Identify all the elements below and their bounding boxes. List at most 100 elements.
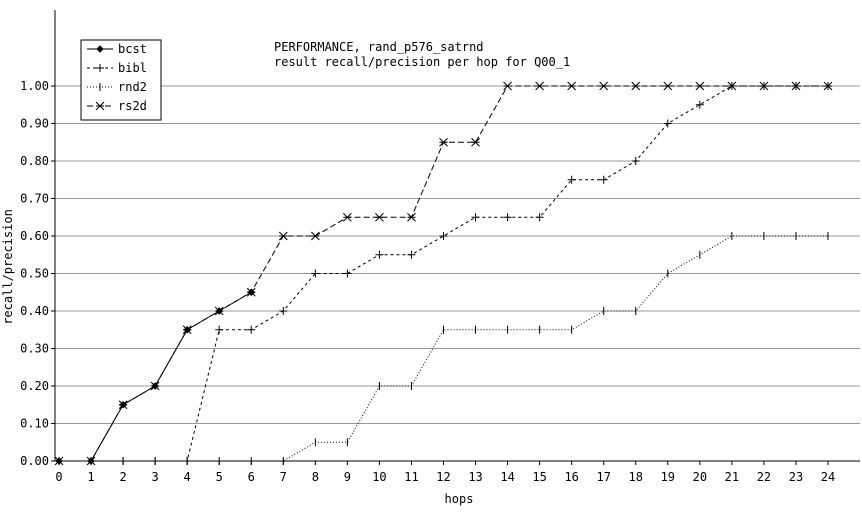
x-tick-label: 13 bbox=[468, 470, 482, 484]
data-point bbox=[823, 81, 833, 91]
data-point bbox=[151, 382, 160, 390]
data-point bbox=[695, 100, 704, 109]
data-point bbox=[151, 457, 160, 465]
data-point bbox=[503, 81, 512, 91]
data-point bbox=[599, 175, 608, 184]
data-point bbox=[599, 81, 609, 91]
x-tick-label: 5 bbox=[216, 470, 223, 484]
data-point bbox=[727, 81, 737, 91]
x-tick-label: 3 bbox=[152, 470, 159, 484]
data-point bbox=[631, 81, 641, 91]
data-point bbox=[247, 325, 256, 334]
data-point bbox=[567, 175, 576, 184]
x-tick-label: 23 bbox=[789, 470, 803, 484]
x-tick-label: 22 bbox=[757, 470, 771, 484]
x-tick-label: 21 bbox=[725, 470, 739, 484]
legend-item-rs2d: rs2d bbox=[87, 99, 147, 113]
legend-item-rnd2: rnd2 bbox=[87, 80, 147, 94]
data-point bbox=[278, 231, 288, 241]
data-point bbox=[310, 231, 320, 241]
x-tick-label: 1 bbox=[87, 470, 94, 484]
data-point bbox=[55, 457, 63, 465]
x-tick-label: 15 bbox=[532, 470, 546, 484]
data-point bbox=[119, 401, 128, 409]
data-point bbox=[631, 157, 640, 165]
legend-label: rnd2 bbox=[118, 80, 147, 94]
y-tick-label: 0.70 bbox=[20, 192, 49, 206]
y-tick-label: 0.20 bbox=[20, 379, 49, 393]
x-tick-label: 9 bbox=[344, 470, 351, 484]
series-group bbox=[54, 81, 833, 466]
data-point bbox=[759, 81, 769, 91]
y-tick-label: 1.00 bbox=[20, 79, 49, 93]
y-axis-label: recall/precision bbox=[1, 209, 15, 325]
y-tick-label: 0.50 bbox=[20, 267, 49, 281]
data-point bbox=[95, 101, 105, 111]
y-tick-label: 0.30 bbox=[20, 342, 49, 356]
data-point bbox=[343, 212, 352, 222]
x-tick-label: 2 bbox=[119, 470, 126, 484]
x-tick-label: 6 bbox=[248, 470, 255, 484]
data-point bbox=[343, 269, 352, 278]
data-point bbox=[375, 212, 384, 222]
x-tick-label: 16 bbox=[564, 470, 578, 484]
data-point bbox=[471, 137, 480, 147]
grid-lines bbox=[55, 85, 860, 424]
data-point bbox=[247, 288, 256, 296]
x-tick-label: 7 bbox=[280, 470, 287, 484]
chart-title: PERFORMANCE, rand_p576_satrnd bbox=[274, 40, 484, 54]
data-point bbox=[375, 250, 384, 259]
legend-item-bcst: bcst bbox=[87, 42, 147, 56]
data-point bbox=[87, 457, 96, 465]
x-tick-label: 11 bbox=[404, 470, 418, 484]
x-axis-label: hops bbox=[445, 492, 474, 506]
y-tick-label: 0.80 bbox=[20, 154, 49, 168]
y-tick-label: 0.40 bbox=[20, 304, 49, 318]
data-point bbox=[503, 213, 512, 222]
x-tick-label: 20 bbox=[693, 470, 707, 484]
x-tick-label: 8 bbox=[312, 470, 319, 484]
data-point bbox=[183, 457, 192, 465]
y-tick-label: 0.10 bbox=[20, 417, 49, 431]
data-point bbox=[119, 457, 128, 465]
data-point bbox=[471, 213, 480, 222]
legend-item-bibl: bibl bbox=[87, 61, 147, 75]
legend-box bbox=[80, 39, 162, 121]
data-point bbox=[96, 45, 104, 53]
data-point bbox=[535, 81, 544, 91]
data-point bbox=[215, 307, 224, 315]
data-point bbox=[183, 326, 192, 334]
legend: bcst bibl rnd2 rs2d bbox=[80, 39, 162, 121]
data-point bbox=[407, 250, 416, 259]
data-point bbox=[439, 232, 448, 240]
data-point bbox=[96, 64, 104, 72]
data-point bbox=[663, 81, 673, 91]
series-bcst bbox=[55, 288, 256, 465]
data-point bbox=[567, 81, 577, 91]
x-tick-label: 10 bbox=[372, 470, 386, 484]
data-point bbox=[791, 81, 801, 91]
x-tick-label: 18 bbox=[629, 470, 643, 484]
data-point bbox=[535, 213, 544, 222]
data-point bbox=[695, 81, 705, 91]
y-tick-label: 0.00 bbox=[20, 454, 49, 468]
x-tick-label: 4 bbox=[184, 470, 191, 484]
tick-labels: 0.00 0.10 0.20 0.30 0.40 0.50 0.60 0.70 0.80 0.90… bbox=[20, 79, 835, 484]
x-tick-label: 19 bbox=[661, 470, 675, 484]
y-tick-label: 0.60 bbox=[20, 229, 49, 243]
x-tick-label: 17 bbox=[596, 470, 610, 484]
data-point bbox=[439, 137, 448, 147]
x-tick-label: 0 bbox=[55, 470, 62, 484]
data-point bbox=[407, 212, 416, 222]
series-line-bcst bbox=[59, 291, 252, 462]
data-point bbox=[311, 269, 320, 278]
legend-label: bcst bbox=[118, 42, 147, 56]
legend-label: rs2d bbox=[118, 99, 147, 113]
chart-subtitle: result recall/precision per hop for Q00_… bbox=[274, 55, 570, 69]
data-point bbox=[279, 307, 288, 315]
data-point bbox=[663, 119, 672, 128]
legend-label: bibl bbox=[118, 61, 147, 75]
x-tick-label: 14 bbox=[500, 470, 514, 484]
data-point bbox=[215, 325, 224, 334]
